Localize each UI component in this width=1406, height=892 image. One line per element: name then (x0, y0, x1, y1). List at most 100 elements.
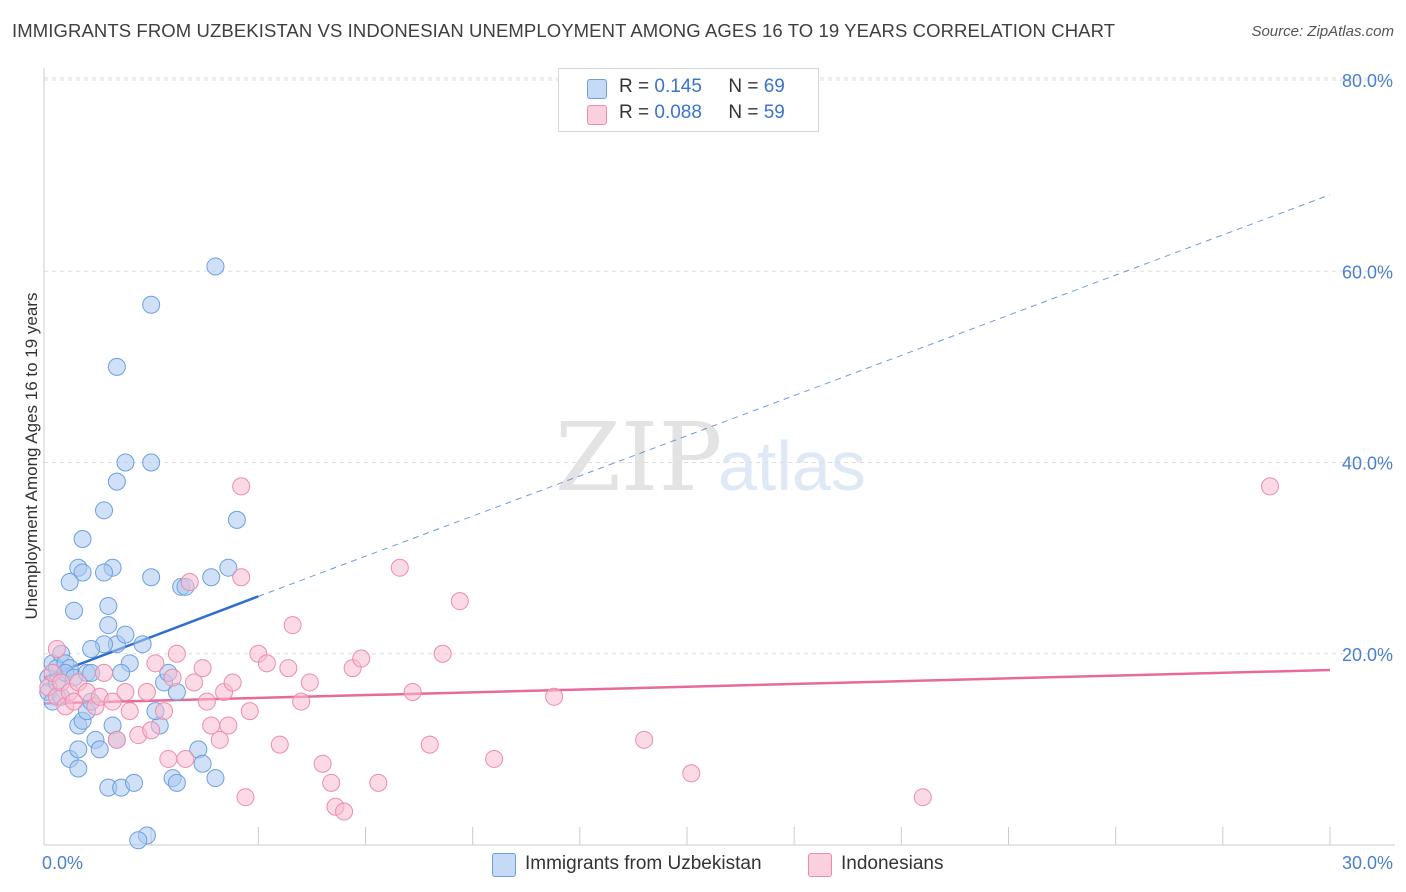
point-uzbekistan (99, 616, 118, 635)
point-uzbekistan (219, 558, 238, 577)
trend-line-uzbekistan (43, 595, 259, 679)
point-uzbekistan (206, 769, 225, 788)
point-uzbekistan (206, 257, 225, 276)
point-indonesians (682, 764, 701, 783)
point-indonesians (313, 754, 332, 773)
bottom-legend-label: Indonesians (841, 853, 944, 874)
point-indonesians (185, 673, 204, 692)
point-uzbekistan (95, 501, 114, 520)
point-indonesians (390, 558, 409, 577)
point-indonesians (369, 773, 388, 792)
trend-line-uzbekistan-dashed (258, 194, 1331, 597)
point-uzbekistan (142, 453, 161, 472)
point-indonesians (352, 649, 371, 668)
legend-swatch-blue (587, 79, 607, 99)
point-uzbekistan (227, 510, 246, 529)
tick-labels: 20.0% 40.0% 60.0% 80.0% 0.0% 30.0% (42, 71, 1393, 873)
watermark: ZIP atlas (555, 403, 866, 513)
point-uzbekistan (167, 773, 186, 792)
point-indonesians (232, 477, 251, 496)
legend-r-value: 0.088 (654, 102, 702, 123)
legend-stats-indonesians: R = 0.088 N = 59 (619, 102, 785, 124)
point-indonesians (197, 692, 216, 711)
y-tick-label: 60.0% (1342, 262, 1393, 282)
source-label: Source: ZipAtlas.com (1251, 23, 1394, 40)
point-uzbekistan (73, 530, 92, 548)
legend-stats-uzbekistan: R = 0.145 N = 69 (619, 76, 785, 98)
point-indonesians (240, 702, 259, 721)
legend-r-value: 0.145 (654, 76, 702, 97)
point-indonesians (47, 639, 66, 658)
point-indonesians (180, 573, 199, 592)
point-uzbekistan (193, 754, 212, 773)
point-indonesians (485, 749, 504, 768)
y-axis-label: Unemployment Among Ages 16 to 19 years (22, 293, 41, 620)
legend-n-value: 59 (763, 102, 785, 123)
point-indonesians (159, 749, 178, 768)
trend-lines (43, 194, 1331, 705)
point-uzbekistan (107, 472, 126, 491)
point-indonesians (322, 773, 341, 792)
legend-n-value: 69 (763, 76, 785, 97)
bottom-legend-swatch-blue (492, 853, 516, 877)
point-uzbekistan (116, 625, 135, 644)
y-tick-label: 40.0% (1342, 454, 1393, 474)
point-indonesians (223, 673, 242, 692)
point-uzbekistan (142, 568, 161, 587)
point-indonesians (210, 730, 229, 749)
point-uzbekistan (69, 740, 88, 759)
bottom-legend-swatch-pink (808, 853, 832, 877)
legend-r-label: R = (619, 76, 650, 97)
point-indonesians (913, 788, 932, 807)
legend-r-label: R = (619, 102, 650, 123)
point-uzbekistan (99, 596, 118, 615)
point-indonesians (300, 673, 319, 692)
y-tick-label: 20.0% (1342, 645, 1393, 665)
point-indonesians (116, 683, 135, 701)
point-indonesians (107, 730, 126, 749)
point-indonesians (137, 683, 156, 701)
point-indonesians (142, 721, 161, 740)
point-indonesians (433, 644, 452, 663)
point-uzbekistan (82, 639, 101, 658)
stats-legend: R = 0.145 N = 69 R = 0.088 N = 59 (558, 68, 819, 132)
point-uzbekistan (116, 453, 135, 472)
point-indonesians (279, 659, 298, 678)
point-uzbekistan (142, 295, 161, 314)
point-indonesians (219, 716, 238, 735)
point-indonesians (545, 687, 564, 706)
chart-title: IMMIGRANTS FROM UZBEKISTAN VS INDONESIAN… (12, 20, 1116, 41)
legend-n-label: N = (728, 102, 759, 123)
point-indonesians (167, 644, 186, 663)
point-indonesians (420, 735, 439, 754)
point-uzbekistan (202, 568, 221, 587)
point-uzbekistan (95, 563, 114, 582)
point-indonesians (283, 616, 302, 635)
point-indonesians (103, 692, 122, 711)
point-indonesians (120, 702, 139, 721)
data-points (39, 257, 1279, 850)
point-indonesians (270, 735, 289, 754)
legend-n-label: N = (728, 76, 759, 97)
point-indonesians (65, 692, 84, 711)
point-indonesians (95, 663, 114, 682)
point-uzbekistan (125, 773, 144, 792)
trend-line-indonesians (43, 668, 1331, 705)
point-indonesians (292, 692, 311, 711)
x-tick-label-max: 30.0% (1342, 853, 1393, 873)
point-indonesians (450, 592, 469, 611)
point-indonesians (163, 668, 182, 687)
x-tick-label-min: 0.0% (42, 853, 83, 873)
point-uzbekistan (90, 740, 109, 759)
point-indonesians (1260, 477, 1279, 496)
point-uzbekistan (69, 759, 88, 778)
point-indonesians (146, 654, 165, 673)
point-uzbekistan (107, 357, 126, 376)
grid-lines (44, 77, 1395, 655)
point-indonesians (403, 683, 422, 701)
y-tick-label: 80.0% (1342, 71, 1393, 91)
point-indonesians (335, 802, 354, 821)
point-uzbekistan (112, 663, 131, 682)
point-indonesians (236, 788, 255, 807)
